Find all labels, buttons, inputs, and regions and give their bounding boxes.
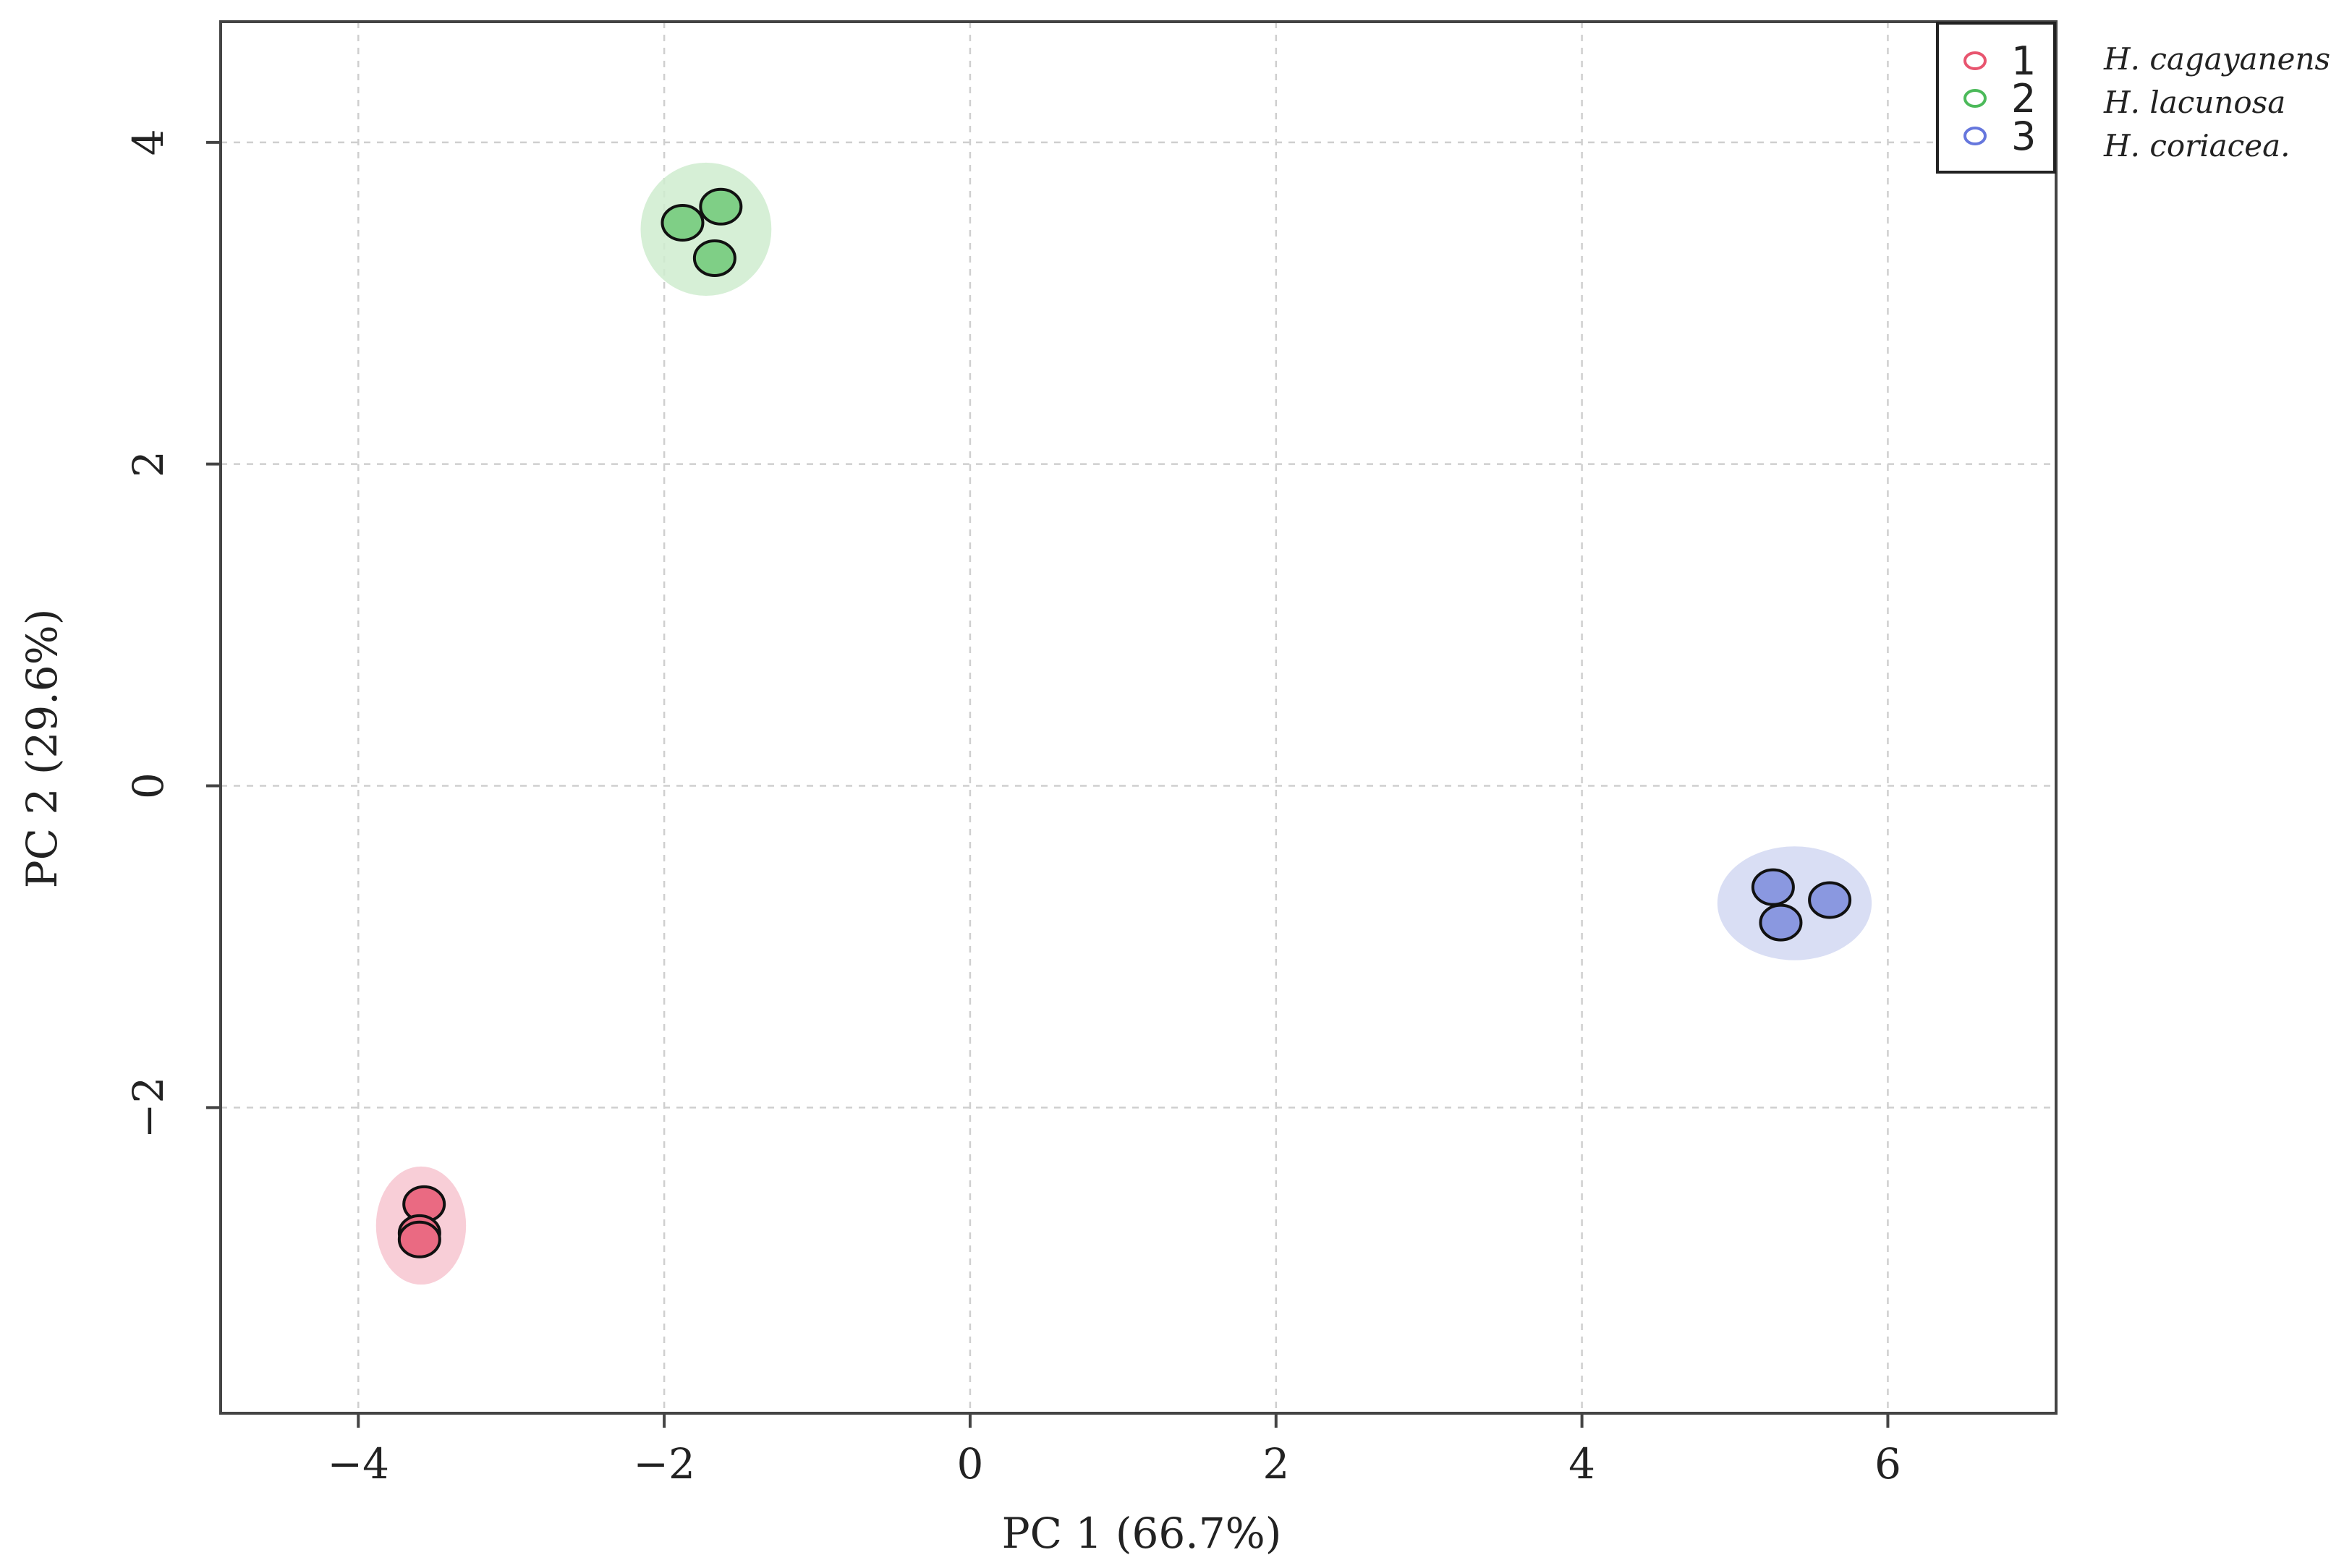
y-tick-label: −2 (124, 1077, 173, 1139)
legend: 123 (1936, 22, 2056, 174)
plot-frame (219, 20, 2058, 1415)
y-axis-title: PC 2 (29.6%) (17, 609, 67, 889)
x-axis-ticks: −4 −2 0 2 4 6 (328, 1413, 1901, 1488)
legend-marker-2 (1963, 89, 1987, 108)
y-axis-ticks: −2 0 2 4 (124, 129, 221, 1138)
y-tick-label: 0 (124, 772, 173, 799)
grid-lines (221, 22, 2056, 1413)
x-tick-label: 2 (1262, 1439, 1289, 1488)
legend-box (1936, 22, 2056, 174)
species-labels: H. cagayanensis H. lacunosa H. coriacea. (2103, 41, 2331, 163)
x-tick-label: 0 (956, 1439, 983, 1488)
group-ellipses (375, 162, 1872, 1285)
group-3-point (1808, 881, 1852, 919)
group-3-point (1759, 903, 1803, 942)
x-tick-label: 6 (1874, 1439, 1901, 1488)
legend-marker-1 (1963, 51, 1987, 70)
species-label-3: H. coriacea. (2103, 128, 2290, 163)
legend-label-3: 3 (2011, 114, 2036, 159)
group-3-point (1751, 868, 1795, 906)
legend-marker-3 (1963, 127, 1987, 145)
group-2-point (692, 239, 736, 277)
group-2-point (699, 187, 743, 226)
x-tick-label: −4 (328, 1439, 390, 1488)
group-2-ellipse (640, 162, 772, 296)
y-tick-label: 4 (124, 129, 173, 155)
group-3-ellipse (1717, 846, 1872, 960)
x-axis-title: PC 1 (66.7%) (1002, 1509, 1282, 1558)
y-tick-label: 2 (124, 451, 173, 477)
data-points (397, 187, 1852, 1258)
x-tick-label: 4 (1568, 1439, 1595, 1488)
legend-label-1: 1 (2011, 38, 2036, 84)
group-2-point (661, 204, 705, 242)
legend-label-2: 2 (2011, 76, 2036, 122)
x-tick-label: −2 (633, 1439, 695, 1488)
species-label-2: H. lacunosa (2103, 85, 2285, 120)
species-label-1: H. cagayanensis (2103, 41, 2331, 77)
group-1-point (397, 1220, 441, 1258)
